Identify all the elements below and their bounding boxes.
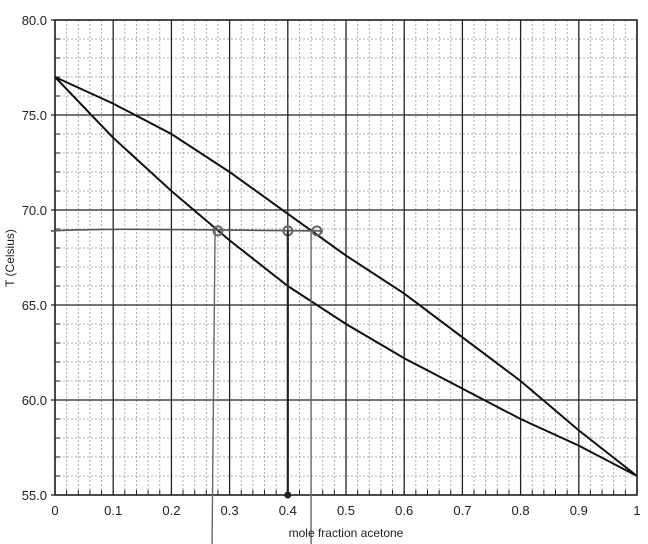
x-tick-label: 0.7 <box>453 503 471 518</box>
y-tick-label: 80.0 <box>22 13 47 28</box>
x-tick-label: 0.1 <box>104 503 122 518</box>
axis-marker-dot <box>284 491 292 499</box>
tie-point-marker <box>212 225 224 237</box>
tie-line <box>50 228 323 232</box>
x-tick-label: 0.6 <box>395 503 413 518</box>
tie-point-marker <box>311 225 323 237</box>
y-axis-label: T (Celsius) <box>3 229 17 287</box>
x-tick-label: 0.3 <box>221 503 239 518</box>
vapor-curve <box>54 76 638 477</box>
axis-ticks: 0 0.1 0.2 0.3 0.4 0.5 0.6 0.7 0.8 0.9 1 55.0 60.0 65.… <box>22 13 641 518</box>
y-tick-label: 75.0 <box>22 108 47 123</box>
y-tick-label: 55.0 <box>22 488 47 503</box>
x-tick-label: 0.5 <box>337 503 355 518</box>
x-axis-label: mole fraction acetone <box>289 526 404 540</box>
y-tick-label: 70.0 <box>22 203 47 218</box>
major-grid <box>51 19 638 496</box>
liquid-curve <box>54 76 638 477</box>
x-tick-label: 0.8 <box>512 503 530 518</box>
y-tick-label: 60.0 <box>22 393 47 408</box>
x-tick-label: 0.4 <box>279 503 297 518</box>
x-tick-label: 1 <box>633 503 640 518</box>
data-series <box>54 76 638 477</box>
x-tick-label: 0 <box>51 503 58 518</box>
hand-annotations <box>50 225 323 544</box>
x-tick-label: 0.9 <box>570 503 588 518</box>
y-tick-label: 65.0 <box>22 298 47 313</box>
minor-grid <box>55 20 637 495</box>
composition-drop-line <box>211 230 216 544</box>
x-tick-label: 0.2 <box>162 503 180 518</box>
